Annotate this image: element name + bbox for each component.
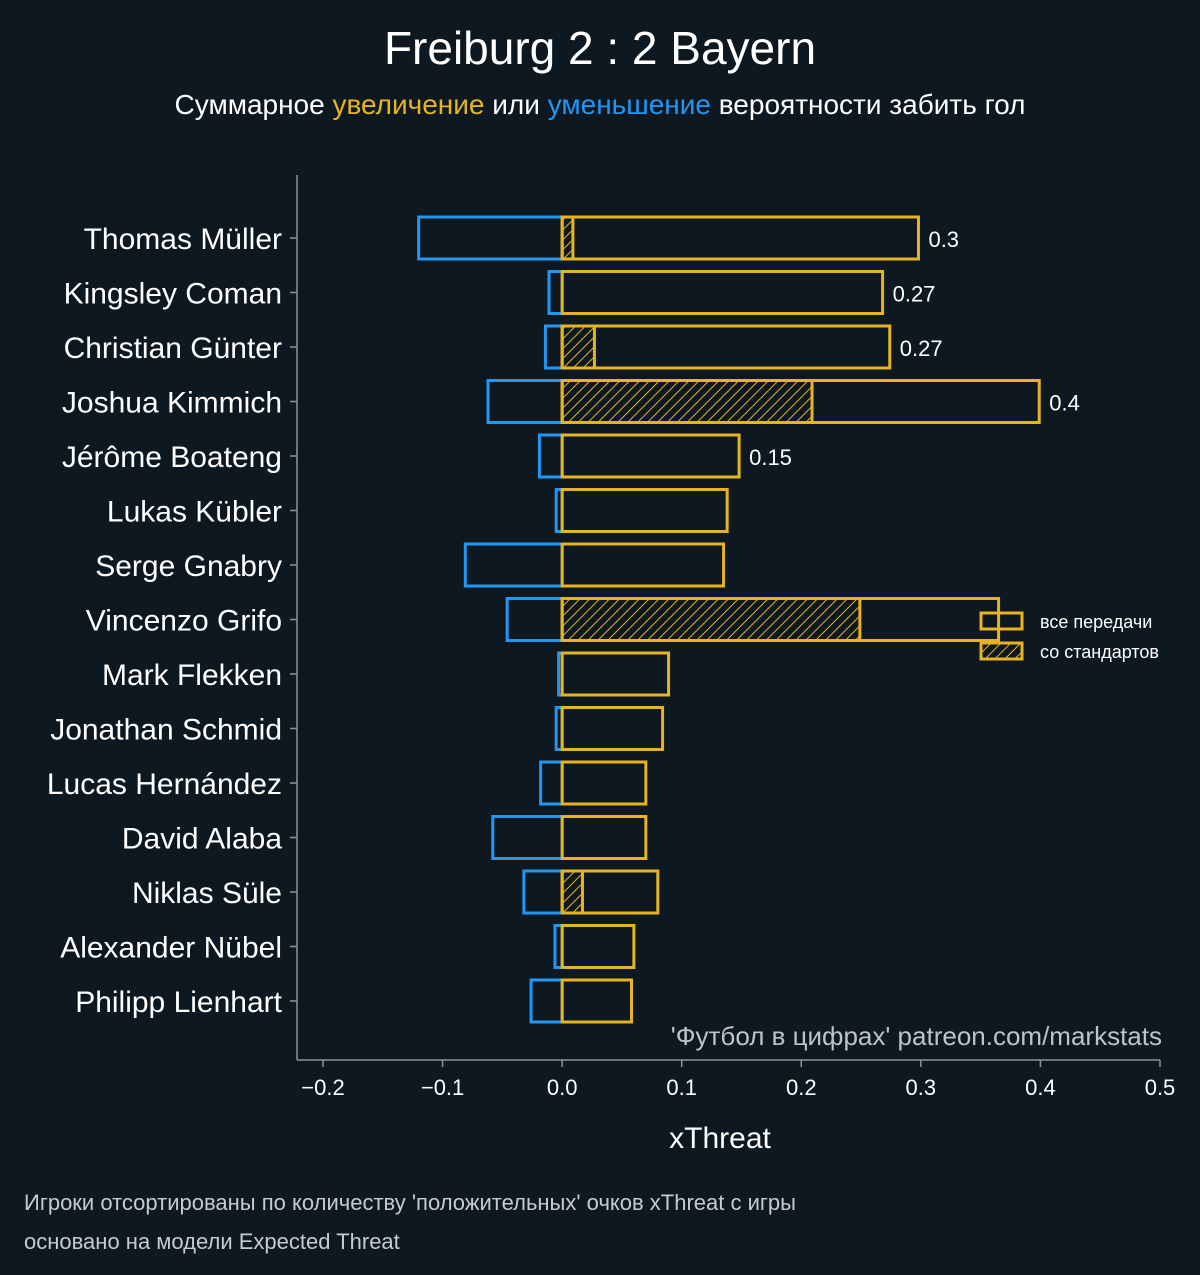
legend-swatch-set-pieces xyxy=(979,641,1024,661)
value-label: 0.4 xyxy=(1049,391,1080,416)
value-label: 0.27 xyxy=(893,282,936,307)
player-label: Philipp Lienhart xyxy=(75,986,282,1019)
value-label: 0.27 xyxy=(900,336,943,361)
subtitle-part-increase: увеличение xyxy=(332,89,484,120)
subtitle-part-1: Суммарное xyxy=(175,89,333,120)
x-tick-label: −0.2 xyxy=(301,1075,344,1100)
player-label: Serge Gnabry xyxy=(95,550,282,583)
x-tick-label: 0.4 xyxy=(1025,1075,1056,1100)
x-tick-label: −0.1 xyxy=(421,1075,464,1100)
player-label: Jérôme Boateng xyxy=(62,441,282,474)
value-label: 0.15 xyxy=(749,445,792,470)
positive-bar xyxy=(560,379,1041,424)
x-tick-label: 0.3 xyxy=(906,1075,937,1100)
chart-title: Freiburg 2 : 2 Bayern xyxy=(384,22,816,74)
subtitle-part-decrease: уменьшение xyxy=(548,89,711,120)
x-axis-label: xThreat xyxy=(669,1122,771,1155)
player-label: Vincenzo Grifo xyxy=(86,605,282,638)
positive-bar xyxy=(560,270,885,315)
positive-bar xyxy=(560,924,636,969)
subtitle-part-5: вероятности забить гол xyxy=(711,89,1026,120)
negative-bar xyxy=(543,324,564,370)
player-label: Alexander Nübel xyxy=(60,932,282,965)
footnote-line-2: основано на модели Expected Threat xyxy=(24,1229,400,1254)
positive-bar xyxy=(560,869,660,915)
positive-bar xyxy=(560,324,892,370)
watermark: 'Футбол в цифрах' patreon.com/markstats xyxy=(671,1021,1162,1051)
positive-bar xyxy=(560,760,648,806)
negative-bar xyxy=(417,215,564,261)
subtitle-part-3: или xyxy=(485,89,548,120)
positive-bar xyxy=(560,978,633,1024)
legend: все передачи со стандартов xyxy=(979,611,1159,662)
legend-swatch-all-passes xyxy=(979,611,1024,631)
player-label: Christian Günter xyxy=(64,332,282,365)
negative-bar xyxy=(505,597,564,642)
negative-bar xyxy=(529,978,564,1024)
player-label: Mark Flekken xyxy=(102,659,282,692)
positive-bar xyxy=(560,815,648,860)
positive-bar xyxy=(560,542,726,588)
set-piece-bar xyxy=(560,215,575,261)
negative-bar xyxy=(537,433,564,479)
player-label: Kingsley Coman xyxy=(64,278,282,311)
x-tick-label: 0.2 xyxy=(786,1075,817,1100)
x-tick-label: 0.1 xyxy=(666,1075,697,1100)
player-label: Lucas Hernández xyxy=(47,768,282,801)
player-label: Joshua Kimmich xyxy=(62,387,282,420)
value-label: 0.3 xyxy=(928,227,959,252)
player-label: Lukas Kübler xyxy=(107,496,282,529)
negative-bar xyxy=(491,815,564,860)
positive-bar xyxy=(560,433,741,479)
negative-bar xyxy=(522,869,564,915)
negative-bar xyxy=(547,270,564,315)
footnote-line-1: Игроки отсортированы по количеству 'поло… xyxy=(24,1190,796,1215)
legend-label-all-passes: все передачи xyxy=(1040,612,1152,632)
set-piece-bar xyxy=(560,324,596,370)
chart-subtitle: Суммарное увеличение или уменьшение веро… xyxy=(175,89,1026,120)
positive-bar xyxy=(560,488,729,533)
set-piece-bar xyxy=(560,379,814,424)
negative-bar xyxy=(486,379,564,424)
negative-bar xyxy=(463,542,564,588)
legend-label-set-pieces: со стандартов xyxy=(1040,642,1159,662)
player-label: Niklas Süle xyxy=(132,877,282,910)
positive-bar xyxy=(560,215,920,261)
player-label: Thomas Müller xyxy=(84,223,282,256)
x-tick-label: 0.0 xyxy=(547,1075,578,1100)
player-label: David Alaba xyxy=(122,823,282,856)
plot-area: −0.2 −0.1 0.0 0.1 0.2 0.3 0.4 0.5 Thomas Müller 0… xyxy=(47,175,1175,1100)
positive-bar xyxy=(560,706,665,751)
negative-bar xyxy=(539,760,564,806)
positive-bar xyxy=(560,597,1001,642)
player-label: Jonathan Schmid xyxy=(50,714,282,747)
set-piece-bar xyxy=(560,597,862,642)
set-piece-bar xyxy=(560,869,584,915)
positive-bar xyxy=(560,651,671,697)
x-tick-label: 0.5 xyxy=(1145,1075,1176,1100)
